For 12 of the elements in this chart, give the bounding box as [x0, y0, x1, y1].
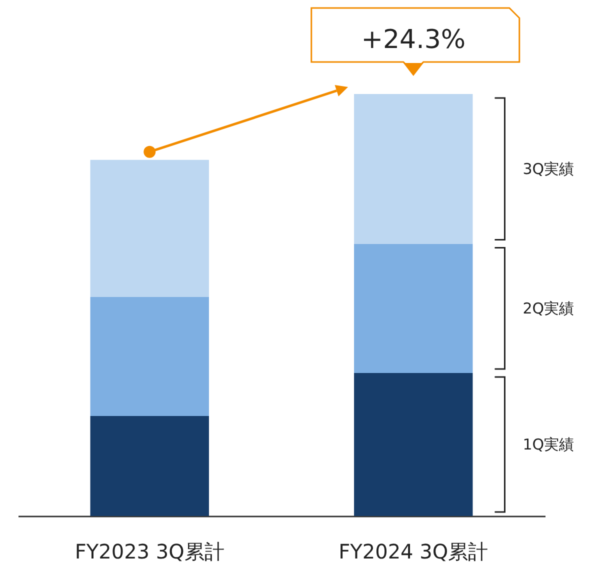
- x-tick-label: FY2023 3Q累計: [74, 540, 224, 564]
- bar: [90, 416, 209, 516]
- bar: [90, 296, 209, 416]
- text: 3Q実績: [522, 160, 574, 178]
- bar: [354, 244, 473, 373]
- text: 2Q実績: [522, 299, 574, 318]
- text: 1Q実績: [522, 435, 574, 454]
- bar: [354, 372, 473, 516]
- text: +24.3%: [361, 25, 466, 55]
- bar: [90, 160, 209, 297]
- bar: [354, 94, 473, 244]
- x-tick-label: FY2024 3Q累計: [338, 540, 488, 564]
